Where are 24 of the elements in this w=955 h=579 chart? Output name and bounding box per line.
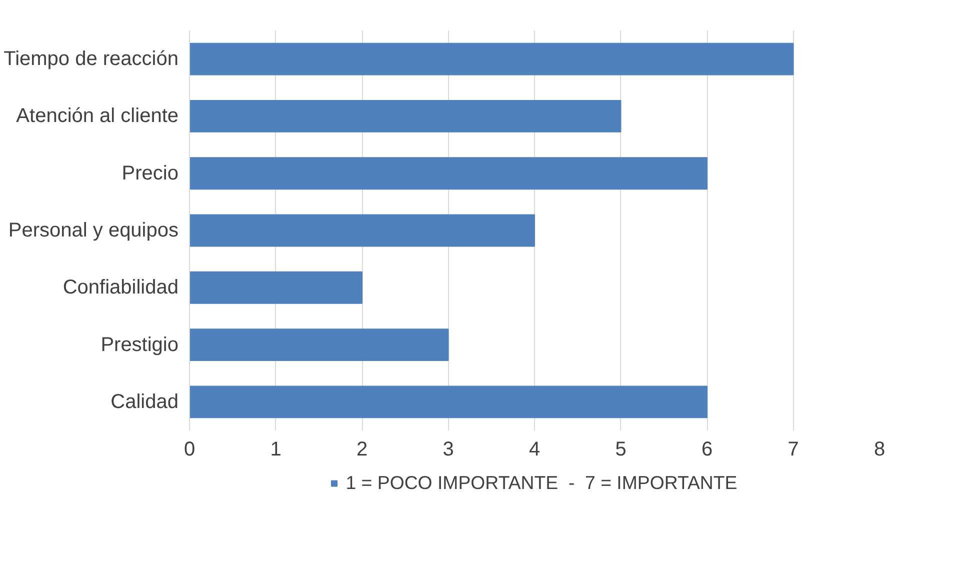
bar xyxy=(190,271,362,304)
x-tick-label: 2 xyxy=(356,438,368,460)
x-tick-label: 5 xyxy=(615,438,626,460)
x-tick-label: 7 xyxy=(788,438,799,460)
x-tick-label: 4 xyxy=(528,438,540,460)
x-tick-label: 1 xyxy=(270,438,282,460)
bar xyxy=(190,100,622,132)
y-tick-label: Confiabilidad xyxy=(62,276,179,299)
x-tick-label: 8 xyxy=(874,438,886,460)
x-tick-label: 3 xyxy=(442,438,454,460)
y-tick-label: Atención al cliente xyxy=(16,105,179,128)
x-tick-label: 6 xyxy=(701,438,713,460)
bar xyxy=(190,42,794,76)
y-tick-label: Prestigio xyxy=(100,334,178,356)
bar xyxy=(190,328,449,361)
y-tick-label: Tiempo de reacción xyxy=(4,48,179,70)
legend-label: 1 = POCO IMPORTANTE - 7 = IMPORTANTE xyxy=(346,472,738,494)
y-tick-label: Precio xyxy=(122,162,179,184)
bar xyxy=(190,386,708,418)
x-tick-label: 0 xyxy=(184,438,196,460)
y-tick-label: Personal y equipos xyxy=(8,220,178,242)
y-tick-label: Calidad xyxy=(110,390,179,413)
bar xyxy=(190,157,708,190)
bar xyxy=(190,214,535,247)
